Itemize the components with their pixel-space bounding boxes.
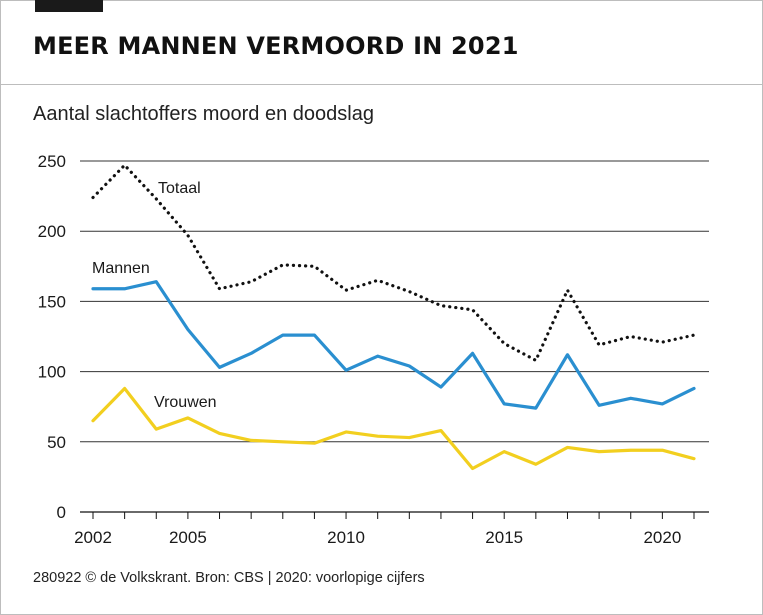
brand-bar [35, 0, 103, 12]
x-tick-label-2015: 2015 [485, 528, 523, 547]
y-tick-label-200: 200 [38, 222, 66, 241]
series-line-totaal [91, 163, 696, 362]
y-tick-label-150: 150 [38, 292, 66, 311]
series-label-mannen: Mannen [92, 260, 150, 277]
source-note: 280922 © de Volkskrant. Bron: CBS | 2020… [33, 570, 425, 586]
y-tick-label-100: 100 [38, 363, 66, 382]
chart-title: MEER MANNEN VERMOORD IN 2021 [33, 32, 519, 60]
series-label-vrouwen: Vrouwen [154, 394, 217, 411]
y-tick-label-0: 0 [57, 503, 66, 522]
series-label-totaal: Totaal [158, 180, 201, 197]
line-chart: 0 50 100 150 200 250 2002 2005 2010 2015 2020 Tota… [38, 152, 709, 547]
series-line-vrouwen [91, 386, 696, 471]
x-tick-label-2010: 2010 [327, 528, 365, 547]
title-divider [0, 84, 763, 85]
x-tick-label-2005: 2005 [169, 528, 207, 547]
y-tick-label-250: 250 [38, 152, 66, 171]
series-line-mannen [91, 280, 696, 410]
x-tick-label-2002: 2002 [74, 528, 112, 547]
y-tick-label-50: 50 [47, 433, 66, 452]
chart-subtitle: Aantal slachtoffers moord en doodslag [33, 103, 374, 125]
x-tick-label-2020: 2020 [643, 528, 681, 547]
